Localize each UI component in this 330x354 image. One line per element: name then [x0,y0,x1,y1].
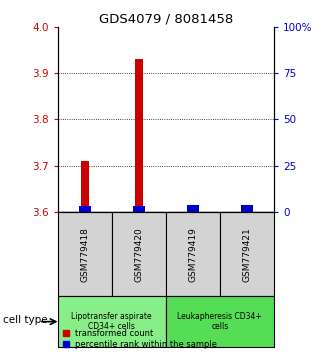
Bar [133,206,145,212]
Text: GSM779418: GSM779418 [80,227,89,282]
Bar [135,59,143,212]
Bar [241,205,253,212]
Bar [220,212,274,296]
Title: GDS4079 / 8081458: GDS4079 / 8081458 [99,12,233,25]
Bar [187,205,199,212]
Text: GSM779420: GSM779420 [134,227,143,281]
Bar [58,296,166,347]
Text: GSM779419: GSM779419 [188,227,197,282]
Text: Leukapheresis CD34+
cells: Leukapheresis CD34+ cells [178,312,262,331]
Legend: transformed count, percentile rank within the sample: transformed count, percentile rank withi… [62,328,218,350]
Text: Lipotransfer aspirate
CD34+ cells: Lipotransfer aspirate CD34+ cells [72,312,152,331]
Bar [166,296,274,347]
Text: cell type: cell type [3,315,48,325]
Bar [81,161,89,212]
Text: GSM779421: GSM779421 [242,227,251,281]
Bar [166,212,220,296]
Bar [112,212,166,296]
Bar [79,206,91,212]
Bar [58,212,112,296]
